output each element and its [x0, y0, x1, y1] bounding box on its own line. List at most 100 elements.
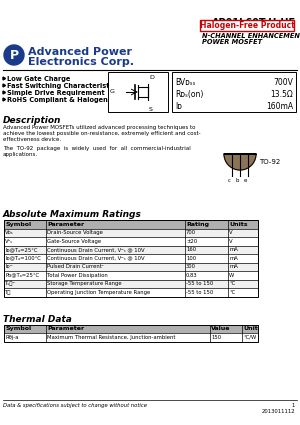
Text: Fast Switching Characteristics: Fast Switching Characteristics	[7, 83, 119, 89]
Polygon shape	[3, 77, 5, 80]
Text: Vᴳₛ: Vᴳₛ	[5, 239, 13, 244]
Text: Iᴅᴹ: Iᴅᴹ	[5, 264, 13, 269]
Text: Parameter: Parameter	[47, 222, 84, 227]
Text: achieve the lowest possible on-resistance, extremely efficient and cost-: achieve the lowest possible on-resistanc…	[3, 131, 201, 136]
Text: effectiveness device.: effectiveness device.	[3, 137, 61, 142]
Text: Value: Value	[211, 326, 230, 331]
Bar	[4, 288, 258, 297]
Text: Electronics Corp.: Electronics Corp.	[28, 57, 134, 67]
Text: °C: °C	[229, 290, 235, 295]
Text: -55 to 150: -55 to 150	[186, 281, 213, 286]
Text: 150: 150	[211, 335, 221, 340]
Text: V: V	[229, 230, 232, 235]
Bar	[4, 229, 258, 237]
Text: Pᴅ@Tₐ=25°C: Pᴅ@Tₐ=25°C	[5, 273, 39, 278]
Text: 700V: 700V	[273, 78, 293, 87]
Text: Low Gate Charge: Low Gate Charge	[7, 76, 70, 82]
Bar	[4, 271, 258, 280]
Text: 13.5Ω: 13.5Ω	[270, 90, 293, 99]
Text: Drain-Source Voltage: Drain-Source Voltage	[47, 230, 103, 235]
Text: RoHS Compliant & Halogen-Free: RoHS Compliant & Halogen-Free	[7, 97, 127, 103]
Text: P: P	[9, 48, 19, 62]
Text: The  TO-92  package  is  widely  used  for  all  commercial-industrial: The TO-92 package is widely used for all…	[3, 146, 191, 151]
Text: -55 to 150: -55 to 150	[186, 290, 213, 295]
Text: Rθj-a: Rθj-a	[5, 335, 18, 340]
Text: V: V	[229, 239, 232, 244]
Bar	[4, 220, 258, 297]
Text: Advanced Power MOSFETs utilized advanced processing techniques to: Advanced Power MOSFETs utilized advanced…	[3, 125, 196, 130]
Text: e: e	[244, 178, 247, 183]
Text: Iᴅ: Iᴅ	[175, 102, 182, 111]
Text: W: W	[229, 273, 234, 278]
Text: 2013011112: 2013011112	[261, 409, 295, 414]
Text: Tⰼ: Tⰼ	[5, 290, 11, 295]
Bar	[4, 220, 258, 229]
Bar	[200, 20, 294, 31]
Text: ±20: ±20	[186, 239, 197, 244]
Text: Continuous Drain Current, Vᴳₛ @ 10V: Continuous Drain Current, Vᴳₛ @ 10V	[47, 247, 145, 252]
Bar	[4, 246, 258, 254]
Bar	[4, 325, 258, 333]
Text: Units: Units	[229, 222, 248, 227]
Text: Gate-Source Voltage: Gate-Source Voltage	[47, 239, 101, 244]
Text: Rating: Rating	[186, 222, 209, 227]
Text: c: c	[228, 178, 231, 183]
Text: 1: 1	[292, 403, 295, 408]
Text: b: b	[236, 178, 239, 183]
Polygon shape	[3, 84, 5, 87]
Bar	[4, 237, 258, 246]
Text: N-CHANNEL ENHANCEMENT MODE: N-CHANNEL ENHANCEMENT MODE	[202, 33, 300, 39]
Circle shape	[4, 45, 24, 65]
Bar	[4, 263, 258, 271]
Bar	[4, 333, 258, 342]
Text: POWER MOSFET: POWER MOSFET	[202, 39, 262, 45]
Text: Iᴅ@Tₐ=25°C: Iᴅ@Tₐ=25°C	[5, 247, 38, 252]
Text: Storage Temperature Range: Storage Temperature Range	[47, 281, 122, 286]
Text: Symbol: Symbol	[5, 222, 31, 227]
Text: D: D	[149, 75, 154, 80]
Bar	[108, 72, 168, 112]
Text: 100: 100	[186, 256, 196, 261]
Text: 160: 160	[186, 247, 196, 252]
Text: Tₛ₝ᴳ: Tₛ₝ᴳ	[5, 281, 16, 286]
Text: Iᴅ@Tₐ=100°C: Iᴅ@Tₐ=100°C	[5, 256, 41, 261]
Polygon shape	[224, 154, 256, 170]
Bar	[172, 72, 296, 112]
Bar	[4, 325, 258, 342]
Text: S: S	[149, 107, 153, 112]
Text: Total Power Dissipation: Total Power Dissipation	[47, 273, 108, 278]
Text: Operating Junction Temperature Range: Operating Junction Temperature Range	[47, 290, 150, 295]
Text: Maximum Thermal Resistance, Junction-ambient: Maximum Thermal Resistance, Junction-amb…	[47, 335, 175, 340]
Text: Halogen-Free Product: Halogen-Free Product	[200, 21, 294, 30]
Text: mA: mA	[229, 247, 238, 252]
Text: Continuous Drain Current, Vᴳₛ @ 10V: Continuous Drain Current, Vᴳₛ @ 10V	[47, 256, 145, 261]
Text: AP01L60T-H-HF: AP01L60T-H-HF	[212, 18, 296, 28]
Text: 160mA: 160mA	[266, 102, 293, 111]
Text: 0.83: 0.83	[186, 273, 198, 278]
Text: G: G	[110, 88, 115, 94]
Text: Simple Drive Requirement: Simple Drive Requirement	[7, 90, 105, 96]
Text: TO-92: TO-92	[259, 159, 280, 165]
Text: Pulsed Drain Current¹: Pulsed Drain Current¹	[47, 264, 104, 269]
Polygon shape	[3, 98, 5, 101]
Text: Description: Description	[3, 116, 61, 125]
Bar	[4, 280, 258, 288]
Text: Rᴅₛ(on): Rᴅₛ(on)	[175, 90, 203, 99]
Text: Vᴅₛ: Vᴅₛ	[5, 230, 14, 235]
Text: Advanced Power: Advanced Power	[28, 47, 132, 57]
Text: Unit: Unit	[243, 326, 258, 331]
Text: BVᴅₛₛ: BVᴅₛₛ	[175, 78, 196, 87]
Text: Thermal Data: Thermal Data	[3, 314, 72, 323]
Text: applications.: applications.	[3, 152, 38, 157]
Text: Absolute Maximum Ratings: Absolute Maximum Ratings	[3, 210, 142, 219]
Text: °C/W: °C/W	[243, 335, 256, 340]
Text: 700: 700	[186, 230, 196, 235]
Text: °C: °C	[229, 281, 235, 286]
Polygon shape	[3, 91, 5, 94]
Text: 300: 300	[186, 264, 196, 269]
Bar	[4, 254, 258, 263]
Text: mA: mA	[229, 256, 238, 261]
Text: Symbol: Symbol	[5, 326, 31, 331]
Text: Data & specifications subject to change without notice: Data & specifications subject to change …	[3, 403, 147, 408]
Text: Parameter: Parameter	[47, 326, 84, 331]
